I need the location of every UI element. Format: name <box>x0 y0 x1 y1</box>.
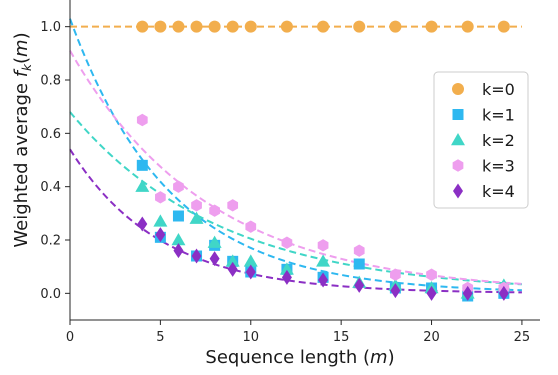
legend-marker-k=0 <box>452 83 464 95</box>
point-k=0 <box>389 20 402 33</box>
y-tick-label: 0.4 <box>40 180 61 195</box>
legend-label: k=3 <box>482 157 515 176</box>
fit-curves <box>69 18 522 294</box>
point-k=4 <box>462 285 473 301</box>
point-k=1 <box>136 159 148 171</box>
point-k=3 <box>281 236 293 249</box>
point-k=2 <box>279 262 294 275</box>
point-k=3 <box>136 113 148 127</box>
axes: 0 5 10 15 20 25 0.0 0.2 0.4 0.6 0.8 1.0 Sequence len… <box>11 0 540 368</box>
y-tick-label: 0.0 <box>40 287 61 302</box>
legend-label: k=4 <box>482 182 515 201</box>
fit-curve-k=2 <box>69 111 522 286</box>
point-k=0 <box>136 20 149 33</box>
point-k=0 <box>154 20 167 33</box>
x-axis-title: Sequence length (m) <box>205 347 394 368</box>
point-k=4 <box>426 285 437 301</box>
point-k=4 <box>390 283 401 299</box>
point-k=0 <box>353 20 366 33</box>
point-k=4 <box>209 251 220 267</box>
x-tick-label: 15 <box>333 330 350 345</box>
legend-marker-k=1 <box>452 109 464 120</box>
x-tick-label: 5 <box>156 330 164 345</box>
legend-label: k=2 <box>482 131 515 150</box>
point-k=0 <box>425 20 438 33</box>
x-tick-label: 0 <box>66 330 74 345</box>
point-k=2 <box>135 179 150 192</box>
point-k=2 <box>225 254 240 267</box>
point-k=2 <box>316 254 331 267</box>
point-k=0 <box>172 20 185 33</box>
point-k=4 <box>354 277 365 293</box>
point-k=0 <box>208 20 221 33</box>
x-tick-label: 10 <box>242 330 259 345</box>
point-k=2 <box>189 211 204 224</box>
point-k=2 <box>171 233 186 246</box>
point-k=4 <box>137 216 148 232</box>
point-k=3 <box>245 220 257 233</box>
legend-box <box>433 71 529 209</box>
point-k=3 <box>155 191 166 204</box>
point-k=0 <box>244 20 257 33</box>
point-k=4 <box>173 243 184 259</box>
fit-curve-k=3 <box>69 50 522 285</box>
point-k=4 <box>318 272 329 288</box>
y-axis-title: Weighted average fk(m) <box>11 32 34 247</box>
point-k=4 <box>227 261 238 277</box>
x-tick-label: 25 <box>514 330 531 345</box>
point-k=0 <box>317 20 330 33</box>
point-k=3 <box>209 204 220 217</box>
point-k=4 <box>245 264 256 280</box>
point-k=0 <box>461 20 474 33</box>
point-k=3 <box>390 268 401 281</box>
legend-marker-k=4 <box>453 183 463 199</box>
point-k=4 <box>155 227 166 243</box>
y-tick-label: 0.6 <box>40 127 61 142</box>
point-k=3 <box>317 239 329 252</box>
point-k=0 <box>190 20 203 33</box>
fit-curve-k=1 <box>69 18 522 292</box>
point-k=1 <box>353 258 365 270</box>
legend-label: k=0 <box>482 80 515 99</box>
point-k=3 <box>227 199 239 212</box>
point-k=2 <box>207 235 222 248</box>
point-k=0 <box>280 20 293 33</box>
point-k=0 <box>497 20 510 33</box>
fit-curve-k=4 <box>69 148 522 294</box>
legend-label: k=1 <box>482 106 515 125</box>
point-k=1 <box>172 210 184 222</box>
x-tick-label: 20 <box>423 330 440 345</box>
point-k=4 <box>191 248 202 264</box>
point-k=2 <box>153 214 168 227</box>
y-tick-label: 0.8 <box>40 74 61 89</box>
legend-marker-k=3 <box>452 159 464 172</box>
point-k=3 <box>173 180 184 193</box>
point-k=0 <box>226 20 239 33</box>
legend: k=0 k=1 k=2 k=3 k=4 <box>433 71 529 209</box>
y-tick-label: 0.2 <box>40 234 61 249</box>
point-k=4 <box>281 269 292 285</box>
point-k=3 <box>353 244 365 257</box>
point-k=4 <box>498 285 509 301</box>
point-k=3 <box>426 268 437 281</box>
data-points <box>135 20 511 302</box>
legend-marker-k=2 <box>451 133 465 146</box>
point-k=2 <box>243 254 258 267</box>
point-k=3 <box>191 199 202 212</box>
y-tick-label: 1.0 <box>40 20 61 35</box>
